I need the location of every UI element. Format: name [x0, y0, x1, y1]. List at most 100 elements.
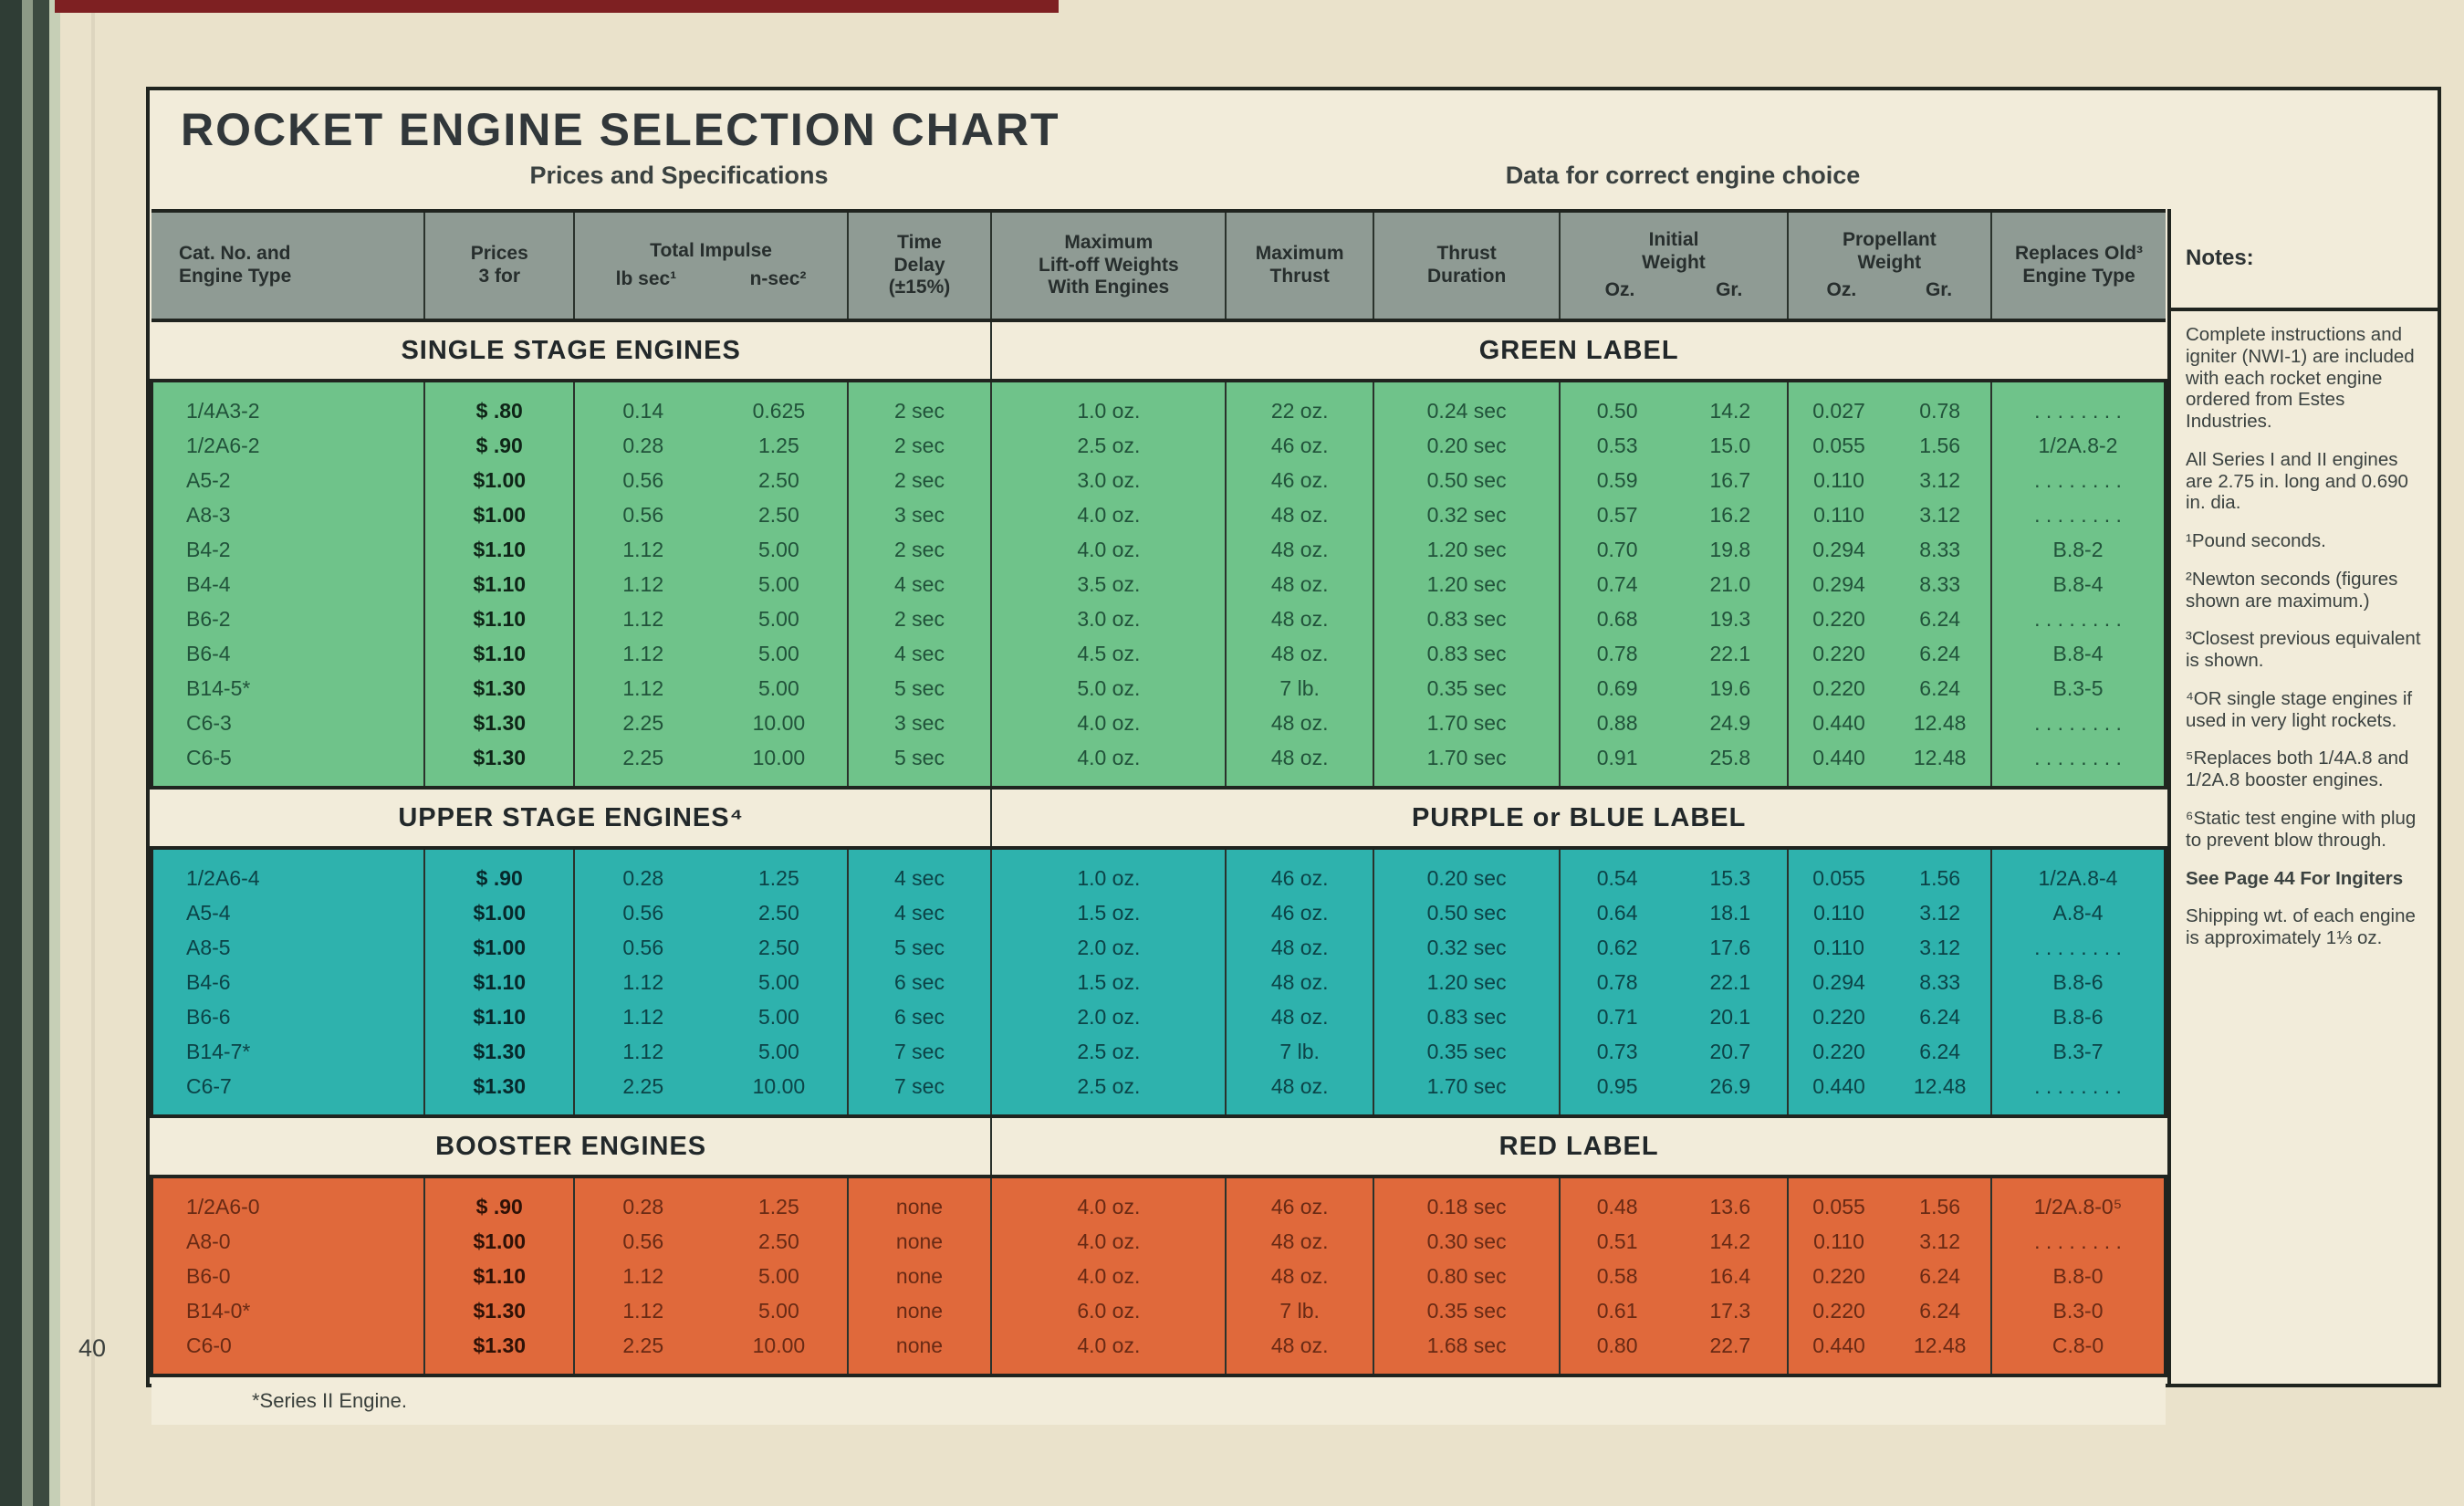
cell-engine: A8-3: [151, 497, 426, 532]
facing-page-edge: [55, 0, 1059, 13]
cell-prop_oz: 0.110: [1813, 900, 1864, 925]
cell-prop_gr: 6.24: [1889, 1293, 1993, 1328]
engine-row: A8-3 $1.00 0.56 2.50 3 sec 4.0 oz. 48 oz. 0.32 …: [151, 497, 2166, 532]
cell-initial_gr: 22.7: [1673, 1328, 1789, 1375]
cell-prop_gr: 6.24: [1889, 1034, 1993, 1069]
cell-n_sec: 5.00: [711, 601, 849, 636]
cell-price: $1.10: [424, 532, 576, 567]
cell-liftoff: 1.5 oz.: [991, 965, 1227, 999]
cell-delay: 4 sec: [847, 636, 993, 671]
cell-delay: 4 sec: [847, 848, 993, 895]
section-label-booster: BOOSTER ENGINES: [151, 1114, 993, 1178]
column-header-propellant-weight: Propellant Weight Oz. Gr.: [1787, 209, 1993, 322]
engine-row: 1/2A6-4 $ .90 0.28 1.25 4 sec 1.0 oz. 46 oz. 0.…: [151, 848, 2166, 895]
cell-prop_oz: 0.027: [1812, 398, 1865, 423]
cell-replaces: . . . . . . . .: [2034, 710, 2122, 735]
cell-prop_oz: 0.220: [1812, 675, 1865, 700]
cell-duration: 1.20 sec: [1373, 965, 1561, 999]
cell-engine: B6-6: [151, 999, 426, 1034]
cell-initial_gr: 22.1: [1673, 636, 1789, 671]
cell-prop_oz: 0.055: [1812, 433, 1865, 457]
cell-prop_gr: 1.56: [1889, 848, 1993, 895]
section-label-green: GREEN LABEL: [991, 319, 2166, 382]
cell-initial_oz: 0.51: [1596, 1229, 1638, 1253]
footnote-band: *Series II Engine.: [151, 1374, 2166, 1425]
cell-initial_oz: 0.68: [1596, 606, 1638, 631]
cell-lb_sec: 0.56: [622, 900, 664, 925]
note-paragraph: Complete instructions and igniter (NWI-1…: [2186, 324, 2415, 433]
column-header-liftoff-weight: Maximum Lift-off Weights With Engines: [991, 209, 1227, 322]
cell-replaces: B.3-5: [2052, 675, 2104, 700]
section-band-single-stage: SINGLE STAGE ENGINES GREEN LABEL: [151, 319, 2166, 382]
cell-lb_sec: 1.12: [622, 641, 664, 665]
section-label-red: RED LABEL: [991, 1114, 2166, 1178]
cell-prop_gr: 12.48: [1889, 740, 1993, 788]
cell-price: $1.00: [424, 895, 576, 930]
cell-delay: 2 sec: [847, 381, 993, 428]
cell-n_sec: 1.25: [711, 1177, 849, 1224]
cell-replaces: B.8-4: [2052, 571, 2104, 596]
cell-lb_sec: 0.56: [622, 502, 664, 527]
cell-max_thrust: 48 oz.: [1226, 601, 1374, 636]
engine-row: B4-2 $1.10 1.12 5.00 2 sec 4.0 oz. 48 oz. 1.20 …: [151, 532, 2166, 567]
engine-row: 1/2A6-0 $ .90 0.28 1.25 none 4.0 oz. 46 oz. 0.1…: [151, 1177, 2166, 1224]
cell-max_thrust: 48 oz.: [1226, 636, 1374, 671]
cell-n_sec: 5.00: [711, 965, 849, 999]
cell-price: $1.30: [424, 1069, 576, 1116]
cell-liftoff: 2.5 oz.: [991, 428, 1227, 463]
cell-lb_sec: 0.56: [622, 1229, 664, 1253]
cell-delay: 7 sec: [847, 1069, 993, 1116]
cell-max_thrust: 46 oz.: [1226, 1177, 1374, 1224]
cell-max_thrust: 48 oz.: [1226, 740, 1374, 788]
cell-price: $1.30: [424, 706, 576, 740]
cell-price: $ .80: [424, 381, 576, 428]
cell-engine: A5-2: [151, 463, 426, 497]
cell-initial_gr: 14.2: [1673, 381, 1789, 428]
cell-engine: C6-7: [151, 1069, 426, 1116]
upper-stage-rows: 1/2A6-4 $ .90 0.28 1.25 4 sec 1.0 oz. 46 oz. 0.…: [151, 848, 2166, 1116]
cell-engine: A8-5: [151, 930, 426, 965]
cell-max_thrust: 48 oz.: [1226, 1224, 1374, 1259]
cell-replaces: 1/2A.8-2: [2038, 433, 2118, 457]
cell-max_thrust: 48 oz.: [1226, 567, 1374, 601]
cell-prop_gr: 1.56: [1889, 1177, 1993, 1224]
column-header-thrust-duration: Thrust Duration: [1373, 209, 1561, 322]
cell-initial_gr: 20.1: [1673, 999, 1789, 1034]
cell-engine: B6-4: [151, 636, 426, 671]
cell-delay: 6 sec: [847, 999, 993, 1034]
cell-delay: 2 sec: [847, 601, 993, 636]
cell-n_sec: 2.50: [711, 1224, 849, 1259]
cell-liftoff: 4.5 oz.: [991, 636, 1227, 671]
cell-engine: B4-2: [151, 532, 426, 567]
engine-row: B6-6 $1.10 1.12 5.00 6 sec 2.0 oz. 48 oz. 0.83 …: [151, 999, 2166, 1034]
cell-duration: 0.18 sec: [1373, 1177, 1561, 1224]
cell-liftoff: 3.0 oz.: [991, 601, 1227, 636]
cell-engine: C6-0: [151, 1328, 426, 1375]
cell-n_sec: 10.00: [711, 1069, 849, 1116]
cell-prop_gr: 12.48: [1889, 1069, 1993, 1116]
cell-max_thrust: 46 oz.: [1226, 463, 1374, 497]
cell-initial_oz: 0.59: [1596, 467, 1638, 492]
cell-max_thrust: 48 oz.: [1226, 706, 1374, 740]
cell-delay: 5 sec: [847, 740, 993, 788]
note-paragraph: ²Newton seconds (figures shown are maxim…: [2186, 568, 2398, 612]
notes-header: Notes:: [2171, 209, 2438, 311]
cell-prop_oz: 0.440: [1812, 710, 1865, 735]
cell-replaces: 1/2A.8-0⁵: [2033, 1194, 2123, 1218]
cell-lb_sec: 0.56: [622, 467, 664, 492]
cell-replaces: . . . . . . . .: [2034, 935, 2122, 959]
cell-engine: C6-3: [151, 706, 426, 740]
engine-row: A5-4 $1.00 0.56 2.50 4 sec 1.5 oz. 46 oz. 0.50 …: [151, 895, 2166, 930]
cell-engine: B6-2: [151, 601, 426, 636]
cell-initial_gr: 13.6: [1673, 1177, 1789, 1224]
page-number: 40: [78, 1334, 107, 1362]
cell-duration: 0.20 sec: [1373, 428, 1561, 463]
cell-delay: 2 sec: [847, 428, 993, 463]
cell-prop_gr: 6.24: [1889, 1259, 1993, 1293]
cell-prop_oz: 0.294: [1812, 571, 1865, 596]
notes-column: Notes: Complete instructions and igniter…: [2167, 209, 2438, 1384]
cell-prop_oz: 0.220: [1812, 606, 1865, 631]
cell-initial_oz: 0.95: [1596, 1073, 1638, 1098]
cell-delay: none: [847, 1224, 993, 1259]
cell-lb_sec: 0.28: [622, 1194, 664, 1218]
